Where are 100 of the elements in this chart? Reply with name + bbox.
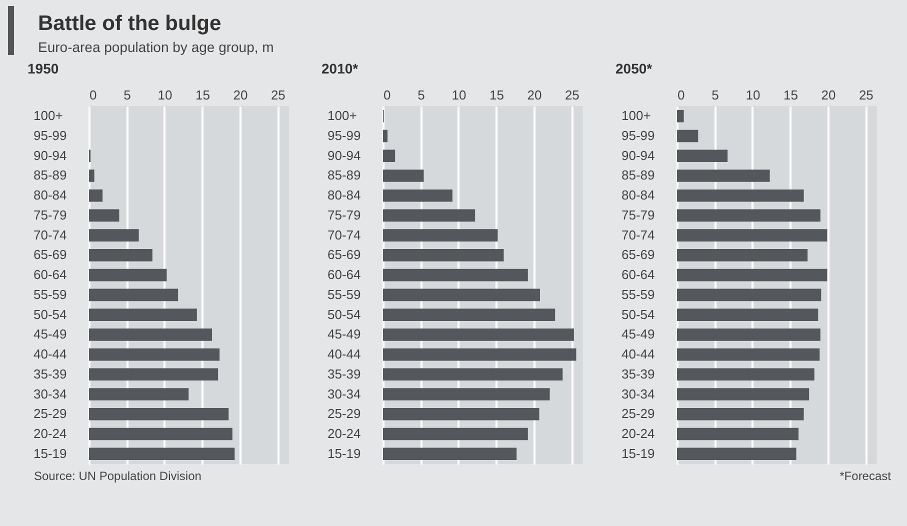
x-tick-label: 5 bbox=[124, 88, 131, 102]
bar bbox=[89, 209, 120, 222]
y-tick-label: 50-54 bbox=[622, 306, 655, 322]
y-tick-label: 40-44 bbox=[34, 346, 67, 362]
bar bbox=[383, 288, 540, 302]
bar bbox=[89, 170, 94, 182]
y-tick-label: 65-69 bbox=[34, 247, 67, 262]
text: *Forecast bbox=[840, 469, 891, 483]
bar bbox=[89, 388, 189, 400]
y-tick-label: 90-94 bbox=[622, 148, 655, 163]
y-tick-label: 70-74 bbox=[328, 227, 361, 242]
y-tick-label: 45-49 bbox=[622, 326, 655, 342]
bar bbox=[383, 428, 528, 440]
x-tick-label: 10 bbox=[452, 88, 466, 102]
bar bbox=[677, 150, 728, 162]
y-tick-label: 70-74 bbox=[34, 227, 67, 242]
y-tick-label: 85-89 bbox=[622, 168, 655, 183]
bar bbox=[89, 288, 178, 302]
bar bbox=[89, 328, 212, 341]
y-tick-label: 65-69 bbox=[622, 247, 655, 262]
x-axis-title: 2050* bbox=[616, 60, 653, 76]
y-tick-label: 85-89 bbox=[328, 168, 361, 183]
x-tick-label: 5 bbox=[418, 88, 425, 102]
y-tick-label: 60-64 bbox=[622, 267, 655, 282]
x-tick-label: 0 bbox=[678, 88, 685, 102]
y-tick-label: 20-24 bbox=[34, 426, 67, 441]
y-tick-label: 80-84 bbox=[622, 188, 655, 203]
x-axis-title: 2010* bbox=[322, 60, 359, 76]
y-tick-label: 80-84 bbox=[328, 188, 361, 203]
bar bbox=[89, 189, 103, 202]
bar bbox=[89, 229, 139, 242]
y-tick-label: 80-84 bbox=[34, 188, 67, 203]
y-tick-label: 75-79 bbox=[622, 207, 655, 222]
x-tick-label: 5 bbox=[712, 88, 719, 102]
bar bbox=[89, 249, 152, 262]
y-tick-label: 50-54 bbox=[328, 306, 361, 322]
bar bbox=[89, 428, 232, 440]
y-tick-label: 100+ bbox=[328, 108, 357, 124]
y-tick-label: 100+ bbox=[34, 108, 63, 124]
bar bbox=[383, 328, 574, 341]
y-tick-label: 45-49 bbox=[34, 326, 67, 342]
y-tick-label: 30-34 bbox=[34, 386, 67, 402]
y-tick-label: 55-59 bbox=[34, 286, 67, 302]
bar bbox=[383, 209, 476, 222]
bar bbox=[89, 448, 235, 460]
bar bbox=[383, 448, 517, 460]
chart-title: Battle of the bulge bbox=[38, 12, 222, 36]
bar bbox=[383, 249, 504, 262]
bar bbox=[89, 368, 218, 381]
y-tick-label: 70-74 bbox=[622, 227, 655, 242]
y-tick-label: 35-39 bbox=[328, 366, 361, 382]
bar bbox=[383, 150, 396, 162]
bar bbox=[677, 408, 804, 420]
x-tick-label: 20 bbox=[527, 88, 542, 102]
y-tick-label: 40-44 bbox=[622, 346, 655, 362]
bar bbox=[677, 110, 684, 122]
y-tick-label: 40-44 bbox=[328, 346, 361, 362]
bar bbox=[383, 170, 424, 182]
bar bbox=[383, 268, 528, 282]
x-tick-label: 25 bbox=[858, 88, 874, 102]
bar bbox=[677, 209, 820, 222]
y-tick-label: 60-64 bbox=[328, 267, 361, 282]
y-tick-label: 55-59 bbox=[328, 286, 361, 302]
bar bbox=[383, 388, 550, 400]
y-tick-label: 25-29 bbox=[328, 406, 361, 422]
x-tick-label: 15 bbox=[195, 88, 210, 102]
chart-subtitle: Euro-area population by age group, m bbox=[38, 39, 275, 55]
x-tick-label: 15 bbox=[489, 88, 504, 102]
bar bbox=[383, 408, 540, 420]
bar bbox=[677, 348, 820, 361]
bar bbox=[677, 189, 804, 202]
y-tick-label: 75-79 bbox=[34, 207, 67, 222]
y-tick-label: 15-19 bbox=[328, 446, 361, 461]
x-tick-label: 20 bbox=[233, 88, 248, 102]
y-tick-label: 15-19 bbox=[34, 446, 67, 461]
y-tick-label: 30-34 bbox=[622, 386, 655, 402]
x-tick-label: 0 bbox=[384, 88, 391, 102]
y-tick-label: 20-24 bbox=[328, 426, 361, 441]
x-tick-label: 10 bbox=[158, 88, 172, 102]
bar bbox=[89, 308, 197, 321]
y-tick-label: 75-79 bbox=[328, 207, 361, 222]
x-axis-title: 1950 bbox=[28, 60, 59, 76]
x-tick-label: 15 bbox=[783, 88, 798, 102]
y-tick-label: 90-94 bbox=[34, 148, 67, 163]
bar bbox=[677, 448, 796, 460]
bar bbox=[89, 268, 167, 282]
bar bbox=[383, 308, 556, 321]
bar bbox=[383, 368, 563, 381]
y-tick-label: 60-64 bbox=[34, 267, 67, 282]
y-tick-label: 90-94 bbox=[328, 148, 361, 163]
bar bbox=[677, 328, 820, 341]
x-tick-label: 0 bbox=[90, 88, 97, 102]
bar bbox=[383, 229, 498, 242]
x-tick-label: 25 bbox=[270, 88, 286, 102]
y-tick-label: 25-29 bbox=[34, 406, 67, 422]
y-tick-label: 85-89 bbox=[34, 168, 67, 183]
y-tick-label: 65-69 bbox=[328, 247, 361, 262]
bar bbox=[677, 368, 814, 381]
bar bbox=[677, 249, 808, 262]
y-tick-label: 25-29 bbox=[622, 406, 655, 422]
